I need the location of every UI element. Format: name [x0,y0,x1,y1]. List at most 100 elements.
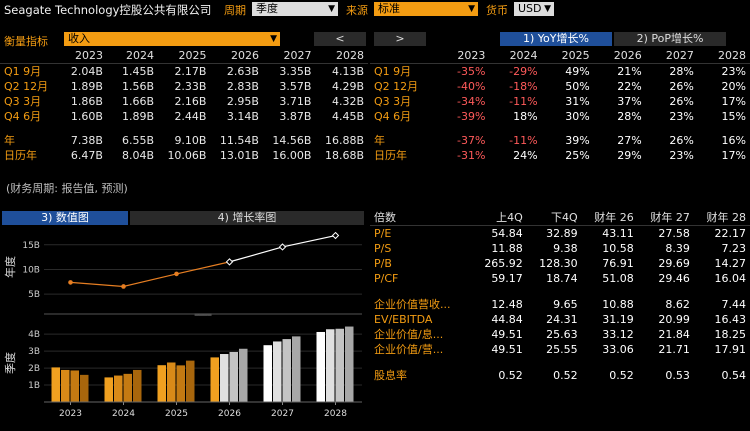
table-row[interactable]: EV/EBITDA 44.84 24.31 31.19 20.99 16.43 [370,312,750,327]
cell-value: 43.11 [602,227,634,240]
table-row[interactable]: P/B 265.92 128.30 76.91 29.69 14.27 [370,256,750,271]
cell-value: 27.58 [658,227,690,240]
cell-value: 7.23 [721,242,747,255]
bar-ylabel: 季度 [3,352,17,374]
table-row[interactable]: 年 7.38B 6.55B 9.10B 11.54B 14.56B 16.88B [0,124,368,148]
cell-value: 4.32B [331,95,364,108]
row-label: 年 [4,134,15,147]
year-header: 2027 [665,49,694,62]
table-row[interactable]: 股息率 0.52 0.52 0.52 0.53 0.54 [370,357,750,383]
year-header: 2025 [561,49,590,62]
cell-value: 26% [669,80,694,93]
cell-value: -37% [456,134,486,147]
table-row[interactable]: P/E 54.84 32.89 43.11 27.58 22.17 [370,226,750,242]
cell-value: 22.17 [714,227,747,240]
table-row[interactable]: Q4 6月 1.60B 1.89B 2.44B 3.14B 3.87B 4.45B [0,109,368,124]
cell-value: 18.74 [546,272,578,285]
table-row[interactable]: 企业价值/营... 49.51 25.55 33.06 21.71 17.91 [370,342,750,357]
xtick-label: 2024 [112,409,135,419]
cell-value: 1.66B [121,95,154,108]
cell-value: 39% [565,134,590,147]
year-header: 2023 [74,49,103,62]
cell-value: 31.19 [602,313,634,326]
cell-value: 33.12 [602,328,634,341]
bar [70,370,79,402]
year-header: 2023 [457,49,486,62]
cell-value: 21% [617,65,642,78]
source-dropdown[interactable]: 标准 ▼ [374,2,478,16]
table-row[interactable]: 企业价值营收... 12.48 9.65 10.88 8.62 7.44 [370,286,750,312]
period-label: 周期 [224,4,246,17]
bar [229,351,238,402]
table-row[interactable]: 日历年 6.47B 8.04B 10.06B 13.01B 16.00B 18.68B [0,148,368,163]
cell-value: 28% [617,110,642,123]
table-row[interactable]: P/S 11.88 9.38 10.58 8.39 7.23 [370,241,750,256]
xtick-label: 2025 [165,409,188,419]
cell-value: 16.00B [272,149,312,162]
valuation-header-row: 倍数 上4Q 下4Q 财年 26 财年 27 财年 28 [370,210,750,226]
valuation-header: 财年 28 [706,211,747,224]
metric-dropdown[interactable]: 收入 ▼ [64,32,280,46]
year-header: 2028 [336,49,364,62]
table-row[interactable]: Q1 9月 2.04B 1.45B 2.17B 2.63B 3.35B 4.13B [0,64,368,80]
cell-value: 265.92 [484,257,523,270]
row-label: Q1 9月 [374,65,412,78]
tab-growth-chart[interactable]: 4) 增长率图 [130,211,364,225]
cell-value: 14.56B [272,134,312,147]
row-label: 日历年 [4,149,37,162]
bar [123,373,132,402]
yoy-growth-button[interactable]: 1) YoY增长% [500,32,612,46]
valuation-table: 倍数 上4Q 下4Q 财年 26 财年 27 财年 28 P/E 54.84 32.89 43.1… [370,210,750,383]
cell-value: 6.47B [70,149,103,162]
tab-value-chart[interactable]: 3) 数值图 [2,211,128,225]
line-ylabel: 年度 [3,256,17,278]
currency-dropdown[interactable]: USD ▼ [514,2,554,16]
table-row[interactable]: Q2 12月 -40% -18% 50% 22% 26% 20% [370,79,750,94]
row-label: P/S [374,242,392,255]
cell-value: 2.33B [174,80,207,93]
header-row: 2023 2024 2025 2026 2027 2028 [0,48,368,64]
table-row[interactable]: Q1 9月 -35% -29% 49% 21% 28% 23% [370,64,750,80]
valuation-header: 倍数 [374,211,396,224]
cell-value: 49.51 [491,343,523,356]
cell-value: 3.14B [226,110,259,123]
line-point [121,284,126,289]
cell-value: 21.84 [658,328,690,341]
table-row[interactable]: 企业价值/息... 49.51 25.63 33.12 21.84 18.25 [370,327,750,342]
table-row[interactable]: Q3 3月 -34% -11% 31% 37% 26% 17% [370,94,750,109]
line-segment [176,261,230,275]
table-row[interactable]: 年 -37% -11% 39% 27% 26% 16% [370,124,750,148]
period-value: 季度 [256,2,278,15]
table-row[interactable]: Q4 6月 -39% 18% 30% 28% 23% 15% [370,109,750,124]
metric-value: 收入 [68,32,90,45]
cell-value: 20.99 [658,313,690,326]
cell-value: 4.29B [331,80,364,93]
table-row[interactable]: P/CF 59.17 18.74 51.08 29.46 16.04 [370,271,750,286]
table-row[interactable]: Q3 3月 1.86B 1.66B 2.16B 2.95B 3.71B 4.32B [0,94,368,109]
next-button[interactable]: > [374,32,426,46]
line-point [174,271,179,277]
cell-value: -29% [509,65,538,78]
cell-value: 44.84 [491,313,523,326]
cell-value: -35% [456,65,486,78]
cell-value: 31% [565,95,590,108]
pop-growth-button[interactable]: 2) PoP增长% [614,32,726,46]
cell-value: 1.56B [121,80,154,93]
period-dropdown[interactable]: 季度 ▼ [252,2,338,16]
row-label: Q4 6月 [374,110,412,123]
year-header: 2026 [613,49,642,62]
cell-value: 23% [669,149,694,162]
prev-button[interactable]: < [314,32,366,46]
line-point [68,280,73,285]
cell-value: 24% [513,149,538,162]
table-row[interactable]: 日历年 -31% 24% 25% 29% 23% 17% [370,148,750,163]
drag-handle[interactable]: ════ [194,311,213,319]
line-point [278,243,287,251]
row-label: P/B [374,257,392,270]
table-row[interactable]: Q2 12月 1.89B 1.56B 2.33B 2.83B 3.57B 4.29B [0,79,368,94]
cell-value: 28% [669,65,694,78]
currency-label: 货币 [486,4,508,17]
revenue-charts: 年度 5B 10B 15B ════ 季度 1B 2B 3B 4B 2023 2024 2025 2026… [0,226,368,431]
bar [157,365,166,402]
bar [292,336,301,402]
